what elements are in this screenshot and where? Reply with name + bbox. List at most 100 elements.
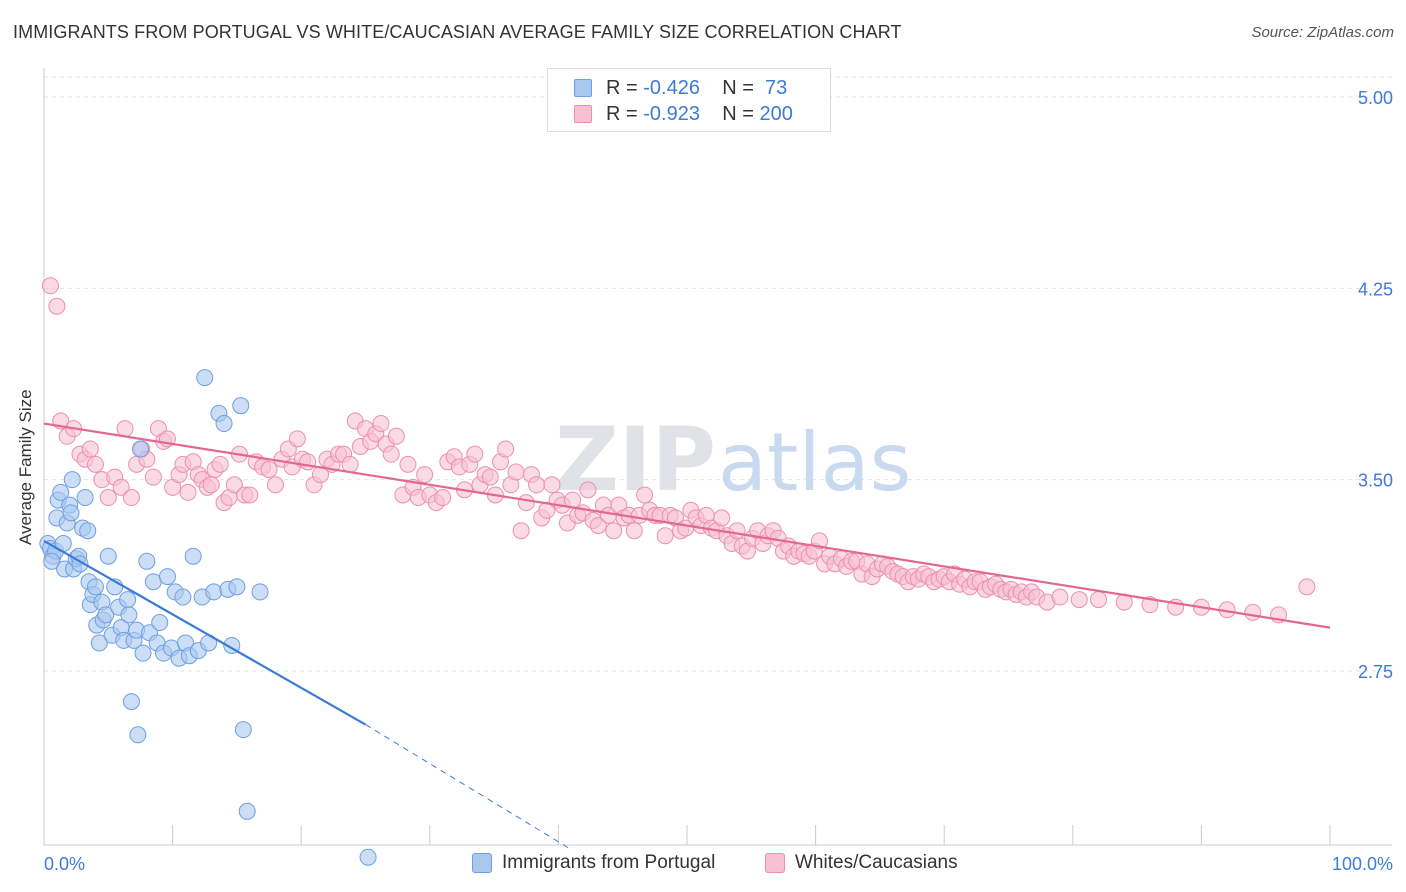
portugal-point-64 (215, 415, 233, 433)
whites-point-10 (99, 489, 117, 507)
y-tick-label-1: 3.50 (1358, 471, 1393, 491)
portugal-point-49 (158, 568, 176, 586)
legend-label-portugal: Immigrants from Portugal (502, 852, 716, 873)
whites-point-100 (579, 481, 597, 499)
portugal-point-29 (97, 606, 115, 624)
whites-point-42 (266, 476, 284, 494)
legend-swatch-portugal (574, 79, 592, 97)
portugal-point-42 (134, 644, 152, 662)
whites-point-191 (1090, 591, 1108, 609)
whites-point-190 (1070, 591, 1088, 609)
whites-point-115 (656, 527, 674, 545)
y-tick-label-2: 4.25 (1358, 279, 1393, 299)
whites-point-199 (1298, 578, 1316, 596)
whites-point-63 (382, 445, 400, 463)
whites-point-13 (116, 420, 134, 438)
portugal-point-26 (90, 634, 108, 652)
whites-point-0 (41, 277, 59, 295)
legend-swatch-portugal-bottom (472, 853, 492, 873)
whites-trend-line (43, 422, 1331, 629)
source-label: Source: ZipAtlas.com (1251, 24, 1394, 41)
portugal-point-20 (79, 522, 97, 540)
whites-point-55 (341, 455, 359, 473)
axes (43, 68, 1392, 846)
legend-label-whites: Whites/Caucasians (795, 852, 958, 873)
whites-point-30 (202, 476, 220, 494)
y-tick-label-3: 5.00 (1358, 88, 1393, 108)
whites-point-61 (372, 415, 390, 433)
whites-point-35 (225, 476, 243, 494)
x-tick-label-0: 0.0% (44, 854, 85, 874)
portugal-point-30 (99, 547, 117, 565)
whites-point-38 (241, 486, 259, 504)
y-axis-label: Average Family Size (16, 389, 35, 545)
whites-point-93 (543, 476, 561, 494)
whites-point-88 (517, 494, 535, 512)
portugal-point-4 (43, 552, 61, 570)
chart-title: IMMIGRANTS FROM PORTUGAL VS WHITE/CAUCAS… (13, 22, 902, 42)
whites-point-64 (387, 427, 405, 445)
whites-point-105 (605, 522, 623, 540)
whites-point-81 (481, 468, 499, 486)
whites-point-102 (589, 517, 607, 535)
whites-point-87 (512, 522, 530, 540)
portugal-point-68 (232, 397, 250, 415)
portugal-trend-extension (365, 724, 572, 851)
watermark-atlas: atlas (718, 416, 911, 509)
portugal-point-38 (122, 693, 140, 711)
n-value-portugal: 73 (759, 77, 788, 99)
portugal-point-41 (131, 440, 149, 458)
portugal-trend-line (43, 539, 367, 726)
trend-lines (43, 422, 1331, 851)
portugal-point-67 (228, 578, 246, 596)
whites-point-46 (288, 430, 306, 448)
portugal-point-24 (86, 578, 104, 596)
n-value-whites: 200 (759, 103, 793, 125)
whites-point-86 (507, 463, 525, 481)
portugal-point-71 (251, 583, 269, 601)
portugal-point-13 (63, 471, 81, 489)
whites-point-18 (144, 468, 162, 486)
portugal-point-54 (129, 726, 147, 744)
whites-point-12 (112, 478, 130, 496)
whites-point-197 (1244, 603, 1262, 621)
whites-point-129 (728, 522, 746, 540)
legend-swatch-whites (574, 105, 592, 123)
whites-point-48 (299, 453, 317, 471)
whites-point-32 (211, 455, 229, 473)
whites-point-109 (625, 522, 643, 540)
portugal-point-12 (62, 504, 80, 522)
portugal-point-7 (52, 483, 70, 501)
data-points (39, 277, 1316, 866)
portugal-point-19 (76, 489, 94, 507)
portugal-point-36 (119, 591, 137, 609)
whites-point-14 (122, 489, 140, 507)
r-value-whites: -0.923 (643, 103, 700, 125)
stats-legend: R = -0.426 N = 73 R = -0.923 N = 200 (547, 68, 831, 132)
whites-point-66 (399, 455, 417, 473)
portugal-point-57 (184, 547, 202, 565)
whites-point-69 (416, 466, 434, 484)
whites-point-41 (260, 460, 278, 478)
whites-point-111 (636, 486, 654, 504)
whites-point-78 (466, 445, 484, 463)
portugal-point-72 (359, 848, 377, 866)
whites-point-84 (497, 440, 515, 458)
whites-point-90 (528, 476, 546, 494)
portugal-point-37 (120, 606, 138, 624)
whites-point-72 (434, 489, 452, 507)
portugal-point-47 (151, 614, 169, 632)
legend-swatch-whites-bottom (765, 853, 785, 873)
grid-lines (44, 76, 1392, 672)
x-tick-label-1: 100.0% (1332, 854, 1393, 874)
portugal-point-62 (205, 583, 223, 601)
portugal-point-53 (174, 588, 192, 606)
whites-point-126 (713, 509, 731, 527)
x-tick-labels: 0.0% 100.0% (44, 854, 1393, 874)
whites-point-189 (1051, 588, 1069, 606)
y-tick-label-0: 2.75 (1358, 662, 1393, 682)
whites-point-7 (81, 440, 99, 458)
y-tick-labels: 2.75 3.50 4.25 5.00 (1358, 88, 1393, 682)
portugal-point-69 (234, 721, 252, 739)
